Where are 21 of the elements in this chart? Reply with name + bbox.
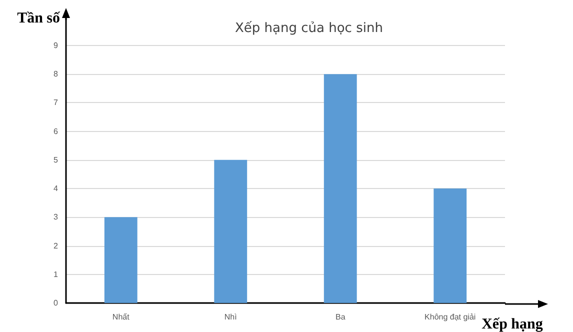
text: Xếp hạng của học sinh bbox=[235, 21, 383, 36]
y-tick-label: 1 bbox=[54, 270, 59, 279]
y-tick-label: 8 bbox=[54, 70, 59, 79]
y-tick-label: 0 bbox=[54, 298, 59, 308]
y-axis-title: Tần số bbox=[17, 10, 60, 26]
bar bbox=[104, 217, 138, 303]
y-tick-label: 5 bbox=[54, 155, 59, 164]
bar bbox=[324, 74, 357, 303]
x-tick-label: Không đạt giải bbox=[424, 312, 476, 322]
x-tick-label: Nhì bbox=[224, 312, 237, 322]
y-tick-label: 3 bbox=[54, 212, 59, 222]
y-tick-label: 2 bbox=[54, 241, 59, 250]
bar bbox=[214, 160, 248, 303]
y-tick-label: 6 bbox=[54, 126, 59, 136]
x-tick-label: Nhất bbox=[112, 312, 130, 322]
y-tick-label: 9 bbox=[54, 40, 59, 50]
bar bbox=[434, 188, 467, 303]
x-axis-title: Xếp hạng bbox=[482, 316, 544, 332]
y-tick-label: 4 bbox=[54, 184, 59, 194]
x-tick-label: Ba bbox=[335, 312, 346, 322]
y-tick-label: 7 bbox=[54, 98, 59, 108]
